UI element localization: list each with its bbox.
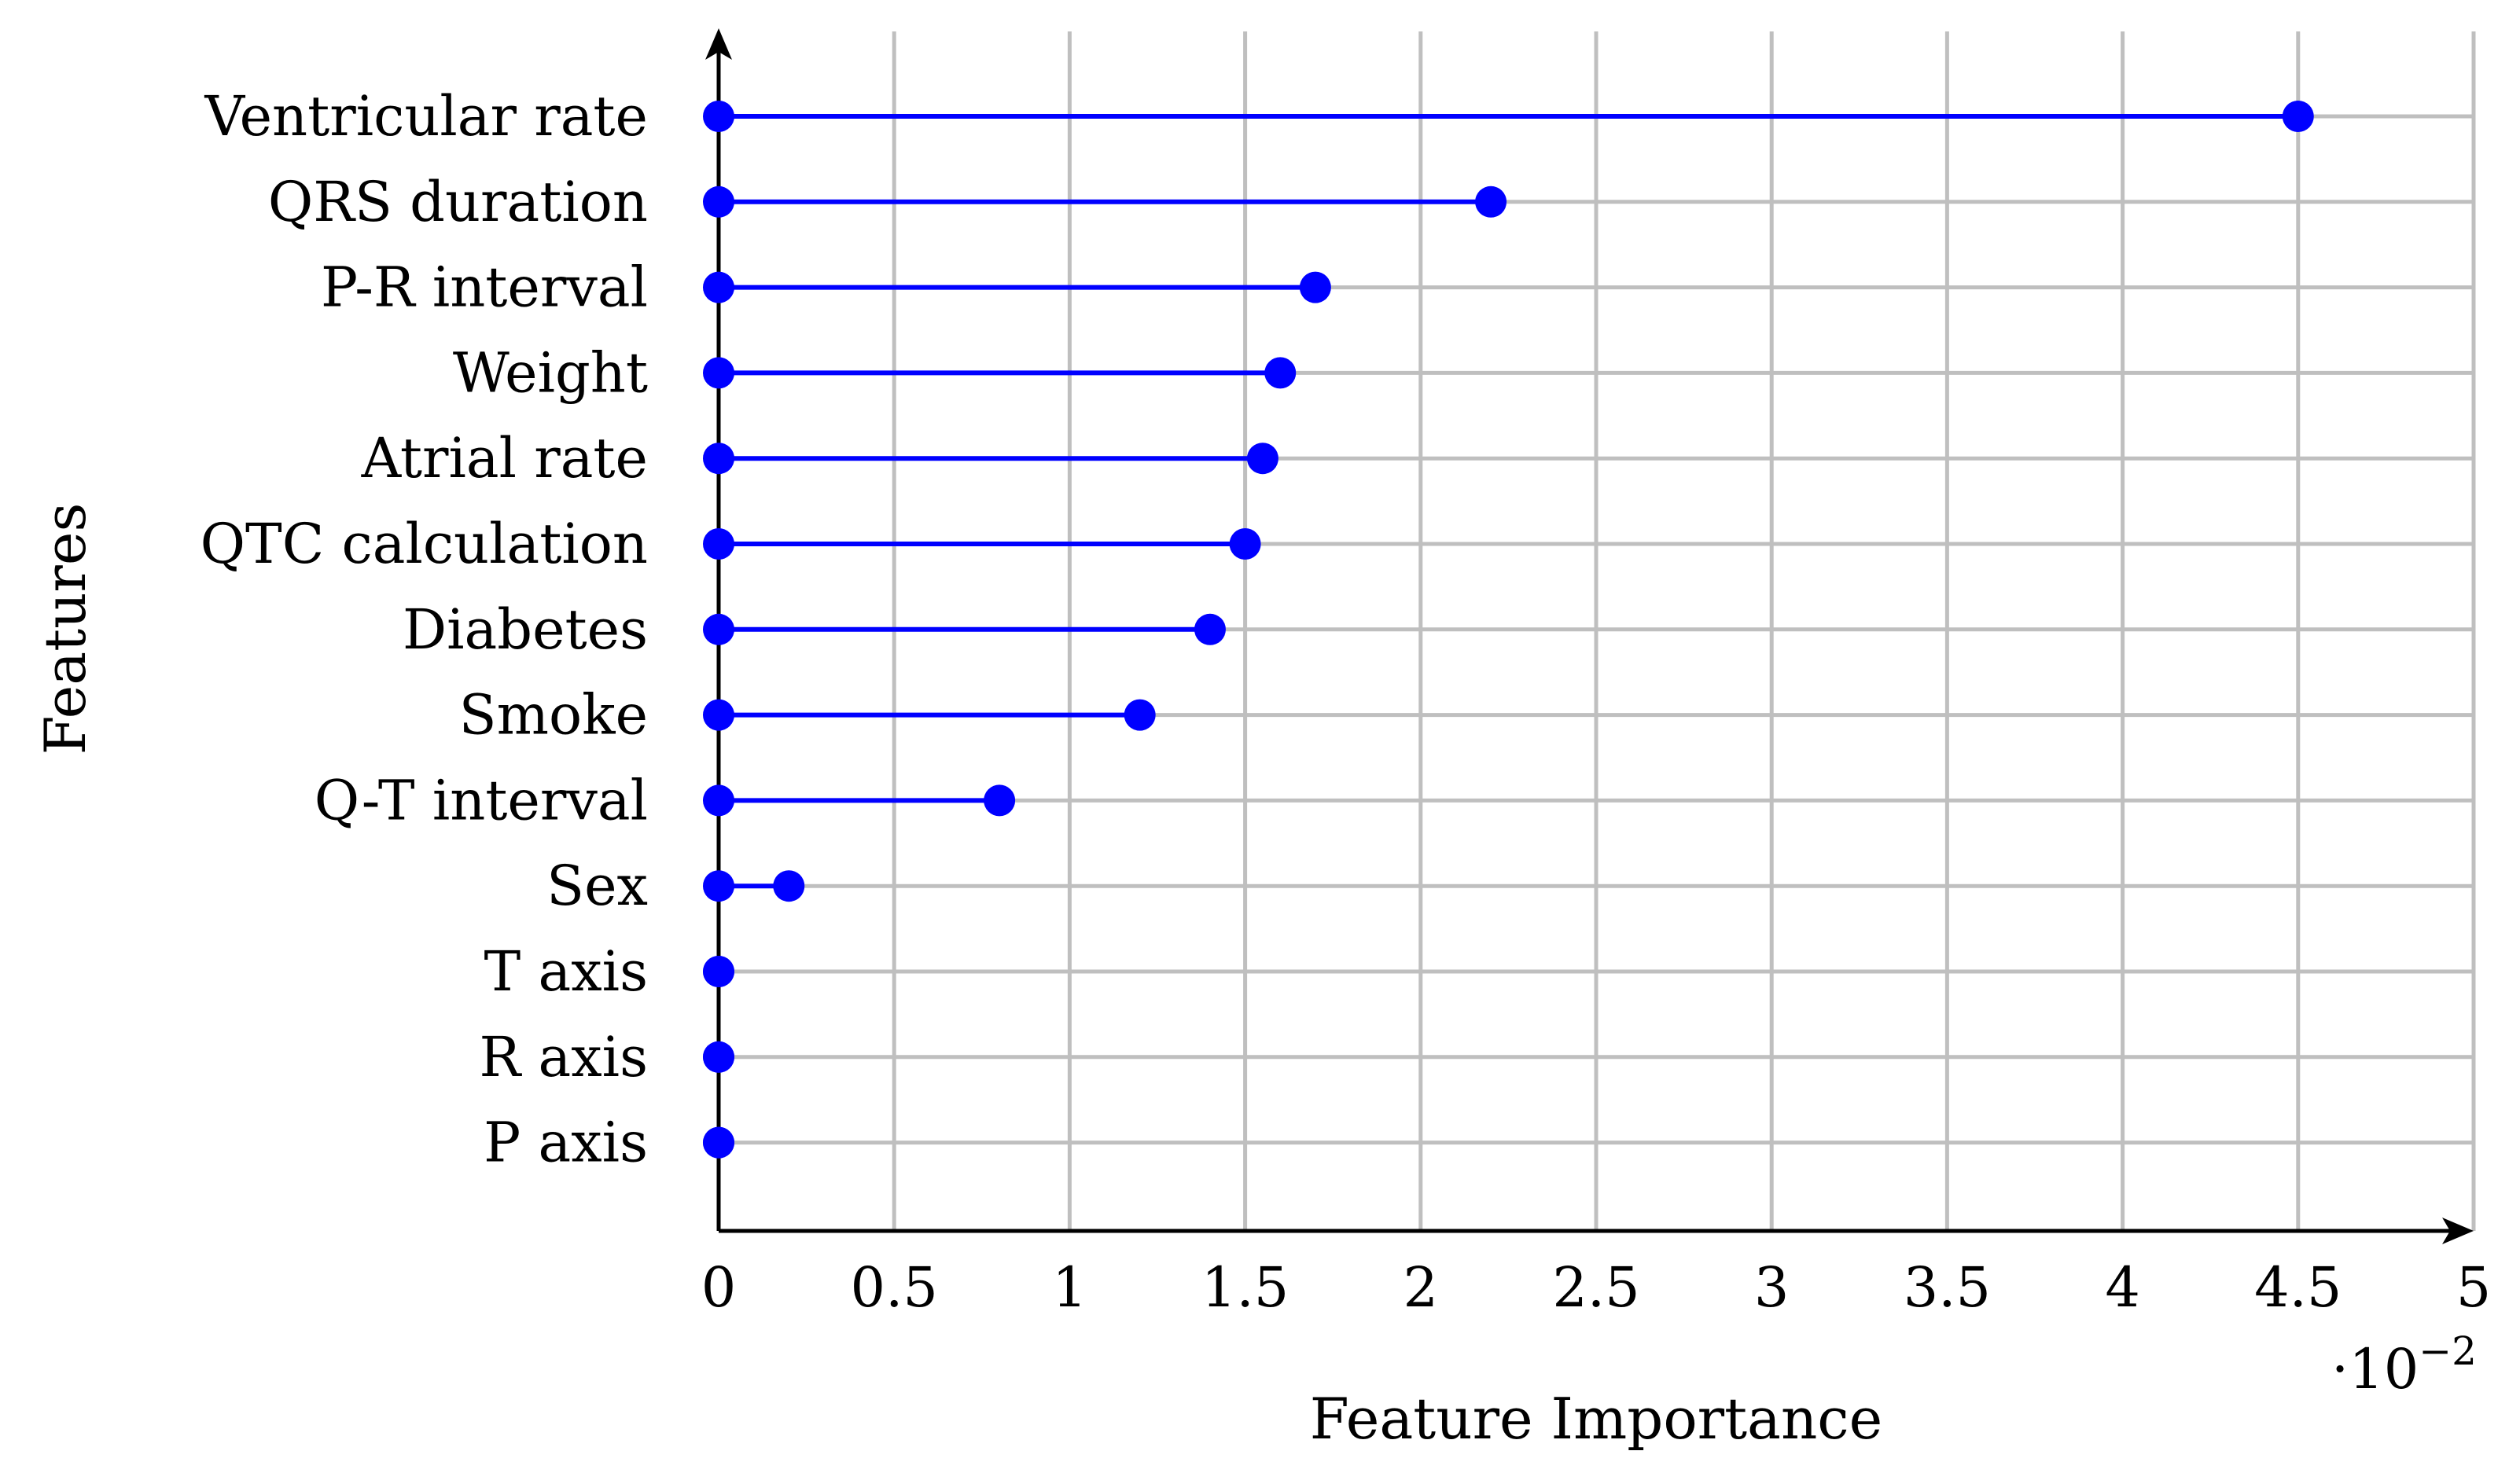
x-tick-label: 1.5 <box>1201 1255 1289 1320</box>
y-category-label: QTC calculation <box>200 512 648 576</box>
y-axis-title: Features <box>32 503 98 755</box>
lollipop-value-point <box>984 784 1016 817</box>
y-category-label: T axis <box>484 939 648 1004</box>
lollipop-value-point <box>1194 613 1226 645</box>
lollipop-base-point <box>703 357 734 389</box>
x-axis-arrowhead <box>2442 1218 2474 1244</box>
lollipop-base-point <box>703 699 734 731</box>
lollipop-value-point <box>1299 271 1331 303</box>
lollipop-value-point <box>703 956 734 987</box>
x-tick-label: 4.5 <box>2254 1255 2342 1320</box>
y-category-label: Q-T interval <box>315 768 648 832</box>
lollipop-base-point <box>703 271 734 303</box>
lollipop-base-point <box>703 784 734 817</box>
lollipop-value-point <box>703 1041 734 1073</box>
y-category-label: Weight <box>453 340 648 405</box>
x-tick-label: 2 <box>1403 1255 1439 1320</box>
lollipop-base-point <box>703 186 734 218</box>
y-category-label: Atrial rate <box>361 426 648 490</box>
y-category-label: Ventricular rate <box>204 84 649 149</box>
x-tick-label: 5 <box>2456 1255 2492 1320</box>
x-tick-label: 2.5 <box>1552 1255 1639 1320</box>
labels: 0 0.5 1 1.5 2 2.5 3 3.5 4 4.5 5 Ventricular rate QRS… <box>200 84 2492 1320</box>
x-tick-label: 3.5 <box>1904 1255 1991 1320</box>
x-multiplier-prefix: ·10 <box>2331 1337 2419 1401</box>
y-category-label: QRS duration <box>268 170 648 234</box>
y-category-label: Diabetes <box>403 597 648 662</box>
x-multiplier-exponent: −2 <box>2419 1328 2477 1374</box>
y-category-label: P-R interval <box>321 255 648 320</box>
lollipop-base-point <box>703 443 734 475</box>
lollipop-value-point <box>1124 699 1156 731</box>
x-tick-label: 0.5 <box>851 1255 938 1320</box>
y-category-label: Sex <box>546 854 648 918</box>
x-tick-label: 4 <box>2105 1255 2140 1320</box>
lollipop-base-point <box>703 870 734 902</box>
lollipop-value-point <box>2282 101 2314 132</box>
y-category-label: Smoke <box>459 683 648 748</box>
lollipop-value-point <box>1475 186 1507 218</box>
lollipop-value-point <box>1229 528 1261 560</box>
y-category-label: P axis <box>484 1111 648 1175</box>
lollipop-series <box>703 101 2314 1159</box>
lollipop-value-point <box>1246 443 1278 475</box>
x-tick-label: 0 <box>701 1255 737 1320</box>
x-multiplier-label: ·10−2 <box>2331 1328 2477 1401</box>
y-axis-arrowhead <box>705 28 732 60</box>
lollipop-base-point <box>703 101 734 132</box>
lollipop-base-point <box>703 528 734 560</box>
lollipop-value-point <box>703 1126 734 1159</box>
lollipop-value-point <box>1264 357 1297 389</box>
axes <box>705 28 2474 1244</box>
x-axis-title: Feature Importance <box>1310 1386 1883 1452</box>
y-category-label: R axis <box>480 1025 648 1089</box>
lollipop-base-point <box>703 613 734 645</box>
x-tick-label: 3 <box>1754 1255 1790 1320</box>
lollipop-value-point <box>773 870 805 902</box>
x-tick-label: 1 <box>1052 1255 1087 1320</box>
